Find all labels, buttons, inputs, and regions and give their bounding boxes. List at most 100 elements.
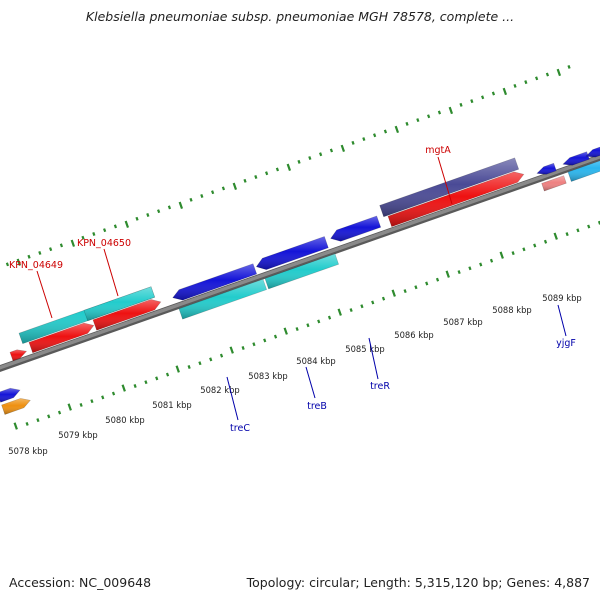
- minor-tick: [587, 224, 591, 229]
- axis-label: 5088 kbp: [492, 305, 531, 315]
- outer-tick-ruler: [5, 64, 571, 267]
- minor-tick: [92, 232, 96, 236]
- minor-tick: [5, 262, 10, 267]
- minor-tick: [241, 346, 245, 350]
- minor-tick: [211, 190, 215, 195]
- minor-tick: [491, 91, 496, 96]
- gene-blue-treb: [255, 236, 329, 270]
- minor-tick: [416, 118, 420, 123]
- gene-mgta: [379, 157, 520, 218]
- minor-tick: [275, 167, 280, 172]
- gene-blue-trec: [172, 263, 258, 301]
- gene-red-2: [92, 299, 162, 331]
- major-tick: [502, 87, 508, 96]
- minor-tick: [414, 285, 418, 290]
- minor-tick: [79, 402, 83, 407]
- minor-tick: [243, 178, 247, 183]
- gene-red-2-shading: [93, 299, 161, 331]
- minor-tick: [25, 421, 29, 426]
- gene-skyblue-shading: [568, 160, 600, 182]
- minor-tick: [533, 243, 537, 248]
- inner-tick-ruler: [13, 220, 600, 430]
- minor-tick: [59, 243, 64, 248]
- minor-tick: [468, 266, 472, 271]
- minor-tick: [81, 235, 85, 240]
- gene-label-trer: treR: [370, 381, 390, 392]
- gene-label-trer-group: treR: [368, 337, 390, 392]
- gene-label-yjgf: yjgF: [556, 338, 576, 349]
- minor-tick: [113, 224, 118, 229]
- minor-tick: [535, 76, 539, 81]
- gene-red-small: [9, 349, 28, 362]
- gene-label-kpn-04649: KPN_04649: [9, 260, 63, 271]
- axis-label: 5085 kbp: [345, 344, 384, 354]
- axis-label: 5084 kbp: [296, 356, 335, 366]
- major-tick: [229, 346, 234, 354]
- minor-tick: [349, 308, 353, 313]
- gene-orange-left-shading: [1, 398, 31, 415]
- major-tick: [556, 68, 562, 77]
- gene-label-kpn-04650: KPN_04650: [77, 238, 131, 249]
- gene-mgta-shading: [379, 157, 519, 217]
- gene-blue-left: [0, 387, 21, 403]
- minor-tick: [479, 262, 483, 267]
- gene-label-kpn-04649-group: KPN_04649: [9, 260, 63, 319]
- minor-tick: [360, 304, 364, 309]
- gene-cyan-lower-2: [264, 253, 339, 290]
- axis-label: 5081 kbp: [152, 400, 191, 410]
- minor-tick: [133, 384, 137, 388]
- gene-red-1: [28, 322, 95, 354]
- minor-tick: [565, 232, 569, 237]
- minor-tick: [165, 372, 170, 377]
- minor-tick: [371, 300, 375, 305]
- axis-label: 5080 kbp: [105, 415, 144, 425]
- gene-blue-right-2: [562, 151, 590, 166]
- minor-tick: [101, 395, 105, 400]
- major-tick: [553, 232, 558, 240]
- major-tick: [394, 125, 400, 134]
- major-tick: [70, 239, 76, 247]
- minor-tick: [545, 72, 550, 77]
- minor-tick: [167, 205, 172, 210]
- minor-tick: [327, 315, 332, 320]
- minor-tick: [522, 247, 526, 252]
- minor-tick: [317, 319, 321, 324]
- backbone: [0, 154, 600, 370]
- minor-tick: [49, 247, 53, 252]
- minor-tick: [198, 361, 202, 366]
- minor-tick: [489, 258, 494, 263]
- gene-cyan-lower-1-shading: [179, 279, 267, 320]
- gene-label-trec-group: treC: [226, 376, 250, 434]
- gene-blue-trer: [330, 215, 382, 242]
- minor-tick: [254, 175, 258, 179]
- minor-tick: [567, 64, 571, 69]
- gene-blue-trer-shading: [330, 216, 381, 242]
- minor-tick: [513, 83, 517, 88]
- minor-tick: [459, 102, 463, 107]
- gene-label-trec-callout: [226, 376, 239, 421]
- minor-tick: [90, 399, 94, 404]
- minor-tick: [221, 186, 226, 191]
- minor-tick: [57, 410, 62, 415]
- minor-tick: [189, 197, 193, 202]
- major-tick: [340, 144, 346, 153]
- minor-tick: [47, 414, 51, 419]
- minor-tick: [362, 137, 366, 142]
- gene-cyan-upper-2: [83, 286, 156, 322]
- axis-label: 5089 kbp: [542, 293, 581, 303]
- major-tick: [67, 403, 72, 411]
- minor-tick: [219, 353, 224, 358]
- minor-tick: [524, 80, 528, 85]
- major-tick: [337, 308, 342, 316]
- minor-tick: [435, 277, 440, 282]
- major-tick: [283, 327, 288, 335]
- minor-tick: [111, 391, 116, 396]
- gene-label-trec: treC: [230, 423, 250, 434]
- gene-pink: [541, 175, 567, 192]
- gene-skyblue: [567, 160, 600, 182]
- minor-tick: [351, 140, 355, 145]
- gene-blue-right-3-shading: [586, 147, 600, 158]
- gene-blue-right-1: [536, 162, 557, 175]
- minor-tick: [308, 156, 312, 161]
